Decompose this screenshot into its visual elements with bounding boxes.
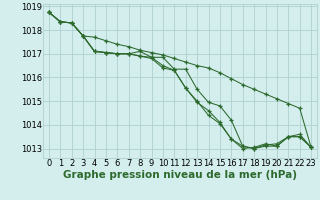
X-axis label: Graphe pression niveau de la mer (hPa): Graphe pression niveau de la mer (hPa) xyxy=(63,170,297,180)
